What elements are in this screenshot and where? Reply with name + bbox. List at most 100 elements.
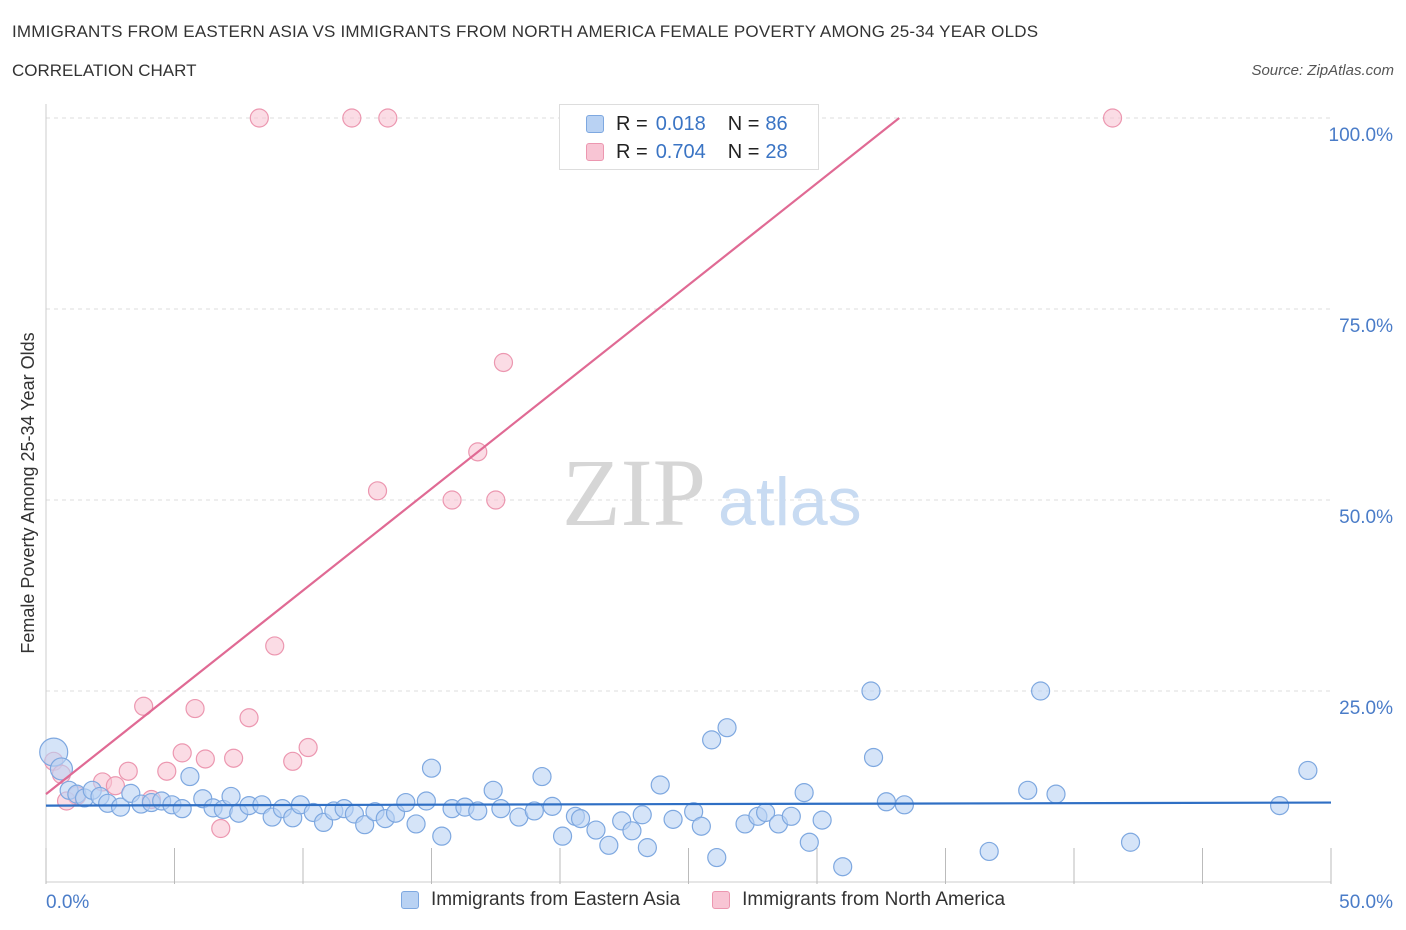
data-point-north-america [298,737,318,758]
series-legend: Immigrants from Eastern Asia Immigrants … [0,889,1406,911]
legend-r-label: R = [616,112,648,135]
x-tick-label: 50.0% [1339,892,1393,913]
data-point-eastern-asia [421,758,442,778]
data-point-eastern-asia [1046,784,1066,804]
data-point-eastern-asia [794,783,814,803]
data-point-north-america [249,108,269,128]
data-point-north-america [134,696,154,716]
legend-n-value: 28 [765,140,788,163]
data-point-eastern-asia [1018,780,1038,800]
data-point-eastern-asia [483,780,503,800]
data-point-north-america [367,481,388,501]
legend-r-value: 0.018 [655,112,706,135]
legend-row-eastern-asia: R = 0.018 N = 86 [586,111,788,137]
data-point-eastern-asia [468,801,488,821]
data-point-north-america [118,761,138,781]
data-point-eastern-asia [702,730,722,750]
data-point-eastern-asia [717,718,737,738]
watermark-atlas: atlas [718,464,862,540]
y-axis-label: Female Poverty Among 25-34 Year Olds [18,332,38,653]
watermark-zip: ZIP [562,439,706,546]
data-point-eastern-asia [863,747,884,768]
data-point-eastern-asia [416,791,436,811]
data-point-eastern-asia [1120,832,1141,852]
legend-r-label: R = [616,140,648,163]
legend-item-north-america[interactable]: Immigrants from North America [712,889,1005,911]
data-point-eastern-asia [650,775,670,795]
data-point-north-america [442,490,462,510]
data-point-eastern-asia [180,766,200,787]
y-tick-label: 25.0% [1339,698,1393,719]
data-point-eastern-asia [586,820,606,840]
legend-n-value: 86 [765,112,788,135]
data-point-north-america [378,108,398,128]
data-point-north-america [342,108,362,128]
data-point-north-america [493,352,514,373]
data-point-north-america [157,761,177,781]
legend-n-label: N = [727,112,760,135]
data-point-eastern-asia [833,857,853,877]
legend-swatch-blue [586,115,604,133]
data-point-eastern-asia [49,757,74,781]
data-point-eastern-asia [1269,795,1290,816]
x-tick-label: 0.0% [46,892,89,913]
data-point-eastern-asia [406,814,426,834]
data-point-north-america [265,636,285,656]
data-point-eastern-asia [221,786,241,807]
gridlines [46,117,1331,692]
data-point-eastern-asia [524,801,544,821]
data-point-eastern-asia [622,821,642,841]
legend-row-north-america: R = 0.704 N = 28 [586,139,788,165]
data-point-eastern-asia [570,808,591,829]
data-point-north-america [172,743,192,763]
data-point-eastern-asia [632,805,652,825]
data-point-eastern-asia [599,835,619,855]
legend-swatch-pink [712,891,731,909]
data-point-eastern-asia [1298,760,1318,781]
legend-item-eastern-asia[interactable]: Immigrants from Eastern Asia [400,889,681,911]
data-point-eastern-asia [812,810,832,830]
chart-title: IMMIGRANTS FROM EASTERN ASIA VS IMMIGRAN… [12,22,1039,41]
data-point-eastern-asia [707,847,727,868]
chart-subtitle: CORRELATION CHART [12,61,197,80]
data-point-eastern-asia [691,816,711,836]
source-label: Source: ZipAtlas.com [1251,62,1394,79]
y-tick-label: 50.0% [1339,507,1393,528]
data-point-eastern-asia [491,799,511,819]
data-point-eastern-asia [637,838,657,858]
series-eastern-asia-points [39,681,1318,877]
data-point-north-america [486,490,506,510]
legend-n-label: N = [727,140,760,163]
y-tick-label: 75.0% [1339,316,1393,337]
trend-line-north-america [45,117,900,796]
data-point-eastern-asia [894,795,914,815]
tick-labels: 100.0% 75.0% 50.0% 25.0% 0.0% 50.0% [46,125,1393,913]
data-point-eastern-asia [532,766,552,787]
data-point-north-america [283,751,303,771]
data-point-north-america [211,818,231,839]
y-tick-label: 100.0% [1329,125,1394,146]
data-point-eastern-asia [172,799,192,819]
legend-swatch-pink [586,143,604,161]
data-point-north-america [224,748,244,768]
data-point-eastern-asia [876,792,896,812]
data-point-north-america [195,749,215,769]
watermark: ZIP atlas [562,439,862,546]
data-point-eastern-asia [799,832,819,852]
data-point-north-america [185,698,205,719]
data-point-eastern-asia [663,809,683,829]
trend-line-eastern-asia [45,801,1332,807]
data-point-eastern-asia [110,797,131,817]
legend-swatch-blue [400,891,419,909]
legend-r-value: 0.704 [655,140,706,163]
data-point-north-america [105,776,125,796]
legend-label-north-america: Immigrants from North America [742,889,1006,910]
data-point-north-america [1102,108,1123,128]
trend-lines [45,117,1332,807]
stats-legend: R = 0.018 N = 86 R = 0.704 N = 28 [559,104,819,170]
legend-label-eastern-asia: Immigrants from Eastern Asia [430,889,681,910]
data-point-eastern-asia [396,792,416,813]
data-point-eastern-asia [432,826,452,846]
data-point-eastern-asia [861,681,881,701]
data-point-eastern-asia [552,826,573,846]
